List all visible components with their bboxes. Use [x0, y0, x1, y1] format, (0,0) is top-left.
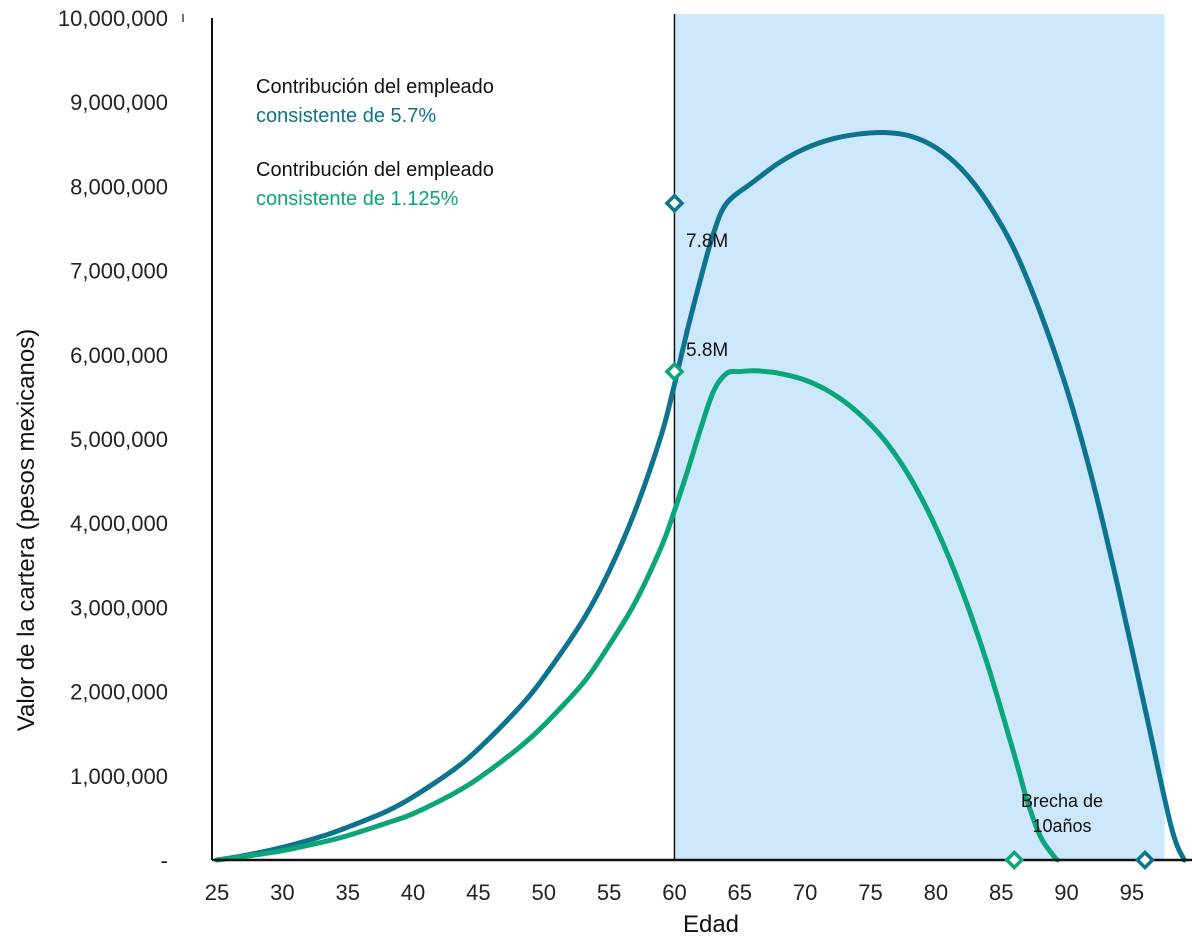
x-tick-label: 70	[793, 880, 817, 905]
y-tick-label: 8,000,000	[70, 174, 168, 199]
y-tick-label: 3,000,000	[70, 595, 168, 620]
annotation-gap-line1: Brecha de	[1021, 791, 1103, 811]
x-tick-label: 30	[270, 880, 294, 905]
series-layer	[214, 129, 1187, 863]
annotation-5-8m: 5.8M	[686, 340, 728, 361]
diamond-marker-2	[664, 361, 685, 382]
x-tick-label: 40	[401, 880, 425, 905]
legend-entry2-line2: consistente de 1.125%	[256, 188, 459, 210]
legend-entry1-line2: consistente de 5.7%	[256, 105, 436, 127]
legend-entry1-line1: Contribución del empleado	[256, 76, 494, 98]
y-tick-label: 5,000,000	[70, 427, 168, 452]
annotation-gap-line2: 10años	[1032, 816, 1091, 836]
y-tick-label: -	[161, 848, 168, 873]
x-tick-label: 95	[1120, 880, 1144, 905]
x-tick-label: 45	[466, 880, 490, 905]
y-axis-title: Valor de la cartera (pesos mexicanos)	[13, 329, 40, 731]
marker-layer	[664, 193, 1155, 870]
x-tick-label: 60	[662, 880, 686, 905]
y-tick-label: 4,000,000	[70, 511, 168, 536]
diamond-marker-3	[1004, 850, 1025, 870]
y-tick-label: 1,000,000	[70, 764, 168, 789]
legend-entry2-line1: Contribución del empleado	[256, 159, 494, 181]
x-tick-label: 80	[924, 880, 948, 905]
x-tick-label: 75	[858, 880, 882, 905]
y-tick-label: 7,000,000	[70, 259, 168, 284]
series-line-1	[214, 129, 1187, 863]
legend: Contribución del empleado consistente de…	[256, 76, 494, 210]
annotation-7-8m: 7.8M	[686, 231, 728, 252]
y-tick-label: 6,000,000	[70, 343, 168, 368]
x-tick-label: 55	[597, 880, 621, 905]
x-tick-label: 50	[532, 880, 556, 905]
diamond-marker-1	[664, 193, 685, 214]
x-tick-label: 85	[989, 880, 1013, 905]
x-axis-title: Edad	[683, 911, 739, 936]
x-tick-label: 90	[1054, 880, 1078, 905]
x-tick-labels: 25 30 35 40 45 50 55 60 65 70 75 80 85 90 95	[205, 880, 1144, 905]
x-tick-label: 65	[728, 880, 752, 905]
y-tick-label: 10,000,000	[58, 6, 168, 31]
series-line-2	[214, 368, 1060, 863]
y-tick-labels: - 1,000,000 2,000,000 3,000,000 4,000,000 5,0…	[58, 6, 168, 873]
y-tick-label: 2,000,000	[70, 680, 168, 705]
x-tick-label: 35	[335, 880, 359, 905]
diamond-marker-4	[1134, 850, 1155, 870]
y-tick-label: 9,000,000	[70, 90, 168, 115]
x-tick-label: 25	[205, 880, 229, 905]
